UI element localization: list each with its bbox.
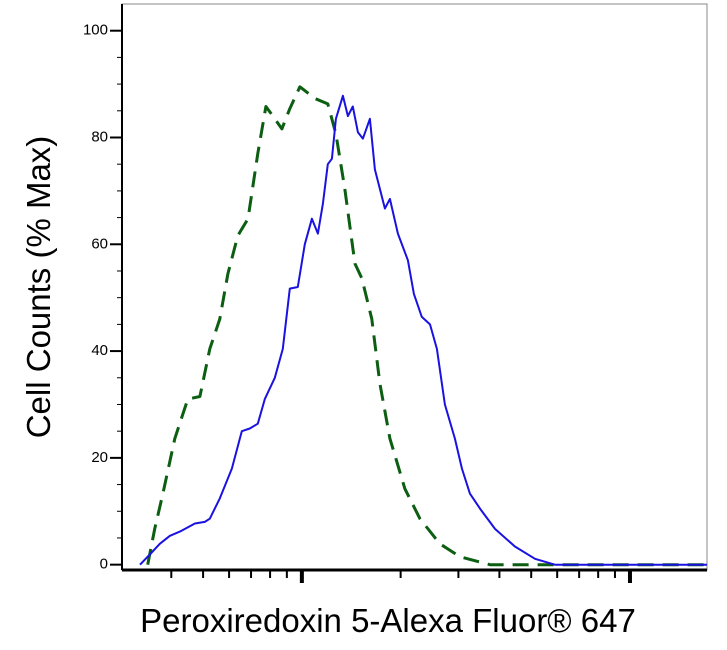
y-tick-label: 100: [83, 22, 108, 39]
y-tick-label: 80: [91, 128, 108, 145]
y-axis-label: Cell Counts (% Max): [20, 136, 57, 439]
y-tick-label: 40: [91, 342, 108, 359]
x-axis-label: Peroxiredoxin 5-Alexa Fluor® 647: [140, 602, 636, 639]
y-tick-label: 20: [91, 449, 108, 466]
y-tick-label: 60: [91, 235, 108, 252]
series-line: [146, 85, 707, 567]
y-tick-label: 0: [100, 556, 108, 573]
series-line: [139, 94, 707, 566]
plot-frame: [121, 3, 708, 571]
